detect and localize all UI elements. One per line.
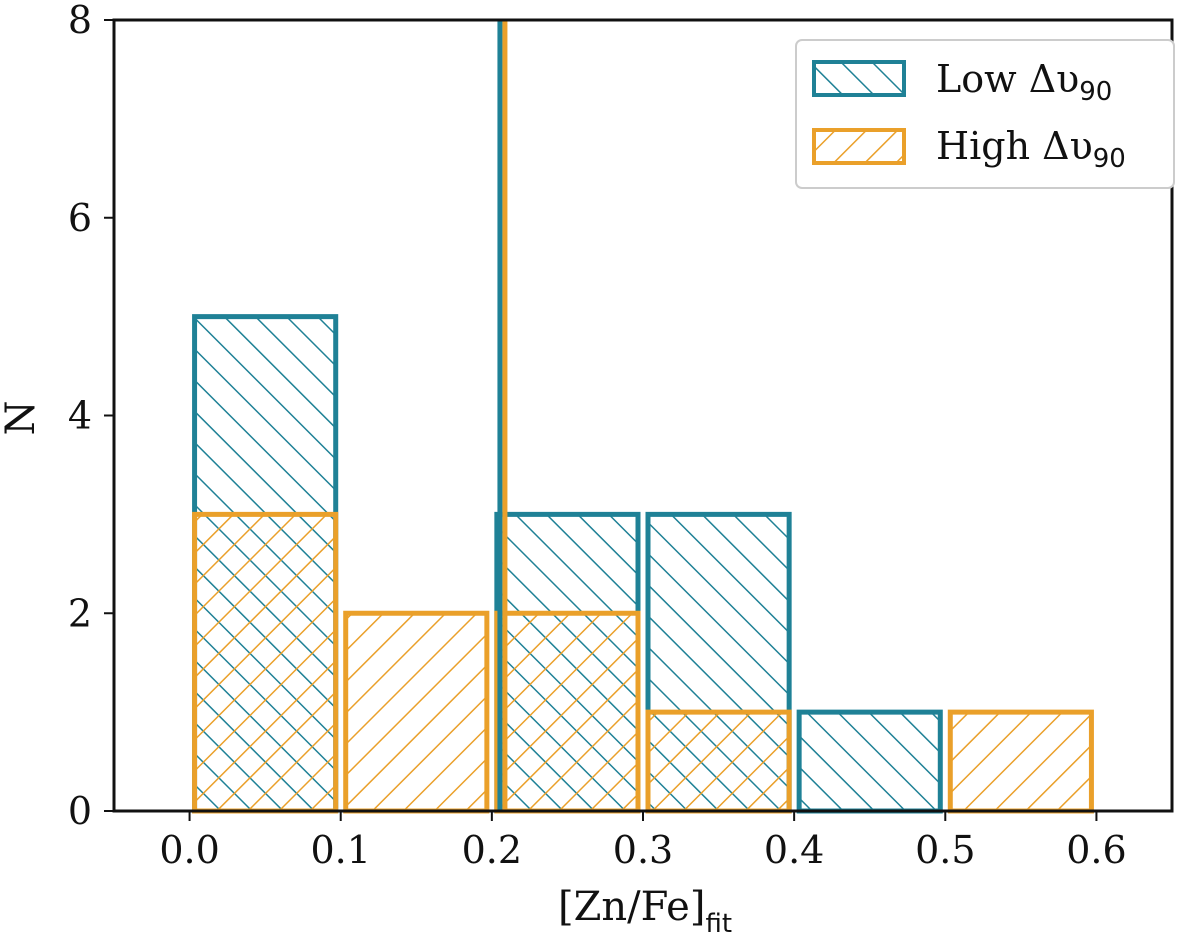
legend: Low Δυ90 High Δυ90 (795, 39, 1175, 189)
bar-high-bin-3 (645, 709, 792, 814)
x-tick-label: 0.4 (764, 828, 824, 872)
legend-label-high: High Δυ90 (936, 124, 1126, 174)
x-tick-label: 0.5 (915, 828, 975, 872)
y-tick-label: 4 (68, 394, 92, 438)
bar-high-bin-5 (947, 709, 1094, 814)
x-tick-label: 0.6 (1066, 828, 1126, 872)
legend-label-low-subscript: 90 (1079, 77, 1112, 107)
vertical-line-layer (497, 20, 508, 811)
legend-swatch-high (812, 128, 906, 165)
y-tick-label: 2 (68, 591, 92, 635)
legend-label-high-subscript: 90 (1093, 144, 1126, 174)
bar-low-bin-4 (796, 709, 943, 814)
legend-label-low: Low Δυ90 (936, 57, 1112, 107)
legend-label-high-main: High Δυ (936, 124, 1093, 168)
x-axis-title-subscript: fit (705, 909, 732, 939)
x-axis-title-main: [Zn/Fe] (558, 884, 705, 930)
bar-high-bin-0 (192, 511, 339, 814)
y-tick-label: 8 (68, 0, 92, 42)
x-tick-label: 0.1 (310, 828, 370, 872)
ticks-layer: 0.0 0.1 0.2 0.3 0.4 0.5 0.6 0 2 4 6 8 (68, 0, 1127, 872)
x-tick-label: 0.0 (159, 828, 219, 872)
legend-label-low-main: Low Δυ (936, 57, 1079, 101)
legend-swatch-low (812, 60, 906, 97)
x-tick-label: 0.2 (462, 828, 522, 872)
bar-high-bin-1 (343, 610, 490, 814)
x-axis-title: [Zn/Fe]fit (558, 884, 732, 939)
y-tick-label: 6 (68, 196, 92, 240)
bars-layer (192, 314, 1094, 814)
x-tick-label: 0.3 (613, 828, 673, 872)
y-tick-label: 0 (68, 789, 92, 833)
y-axis-title: N (0, 401, 44, 436)
bar-high-bin-2 (494, 610, 641, 814)
